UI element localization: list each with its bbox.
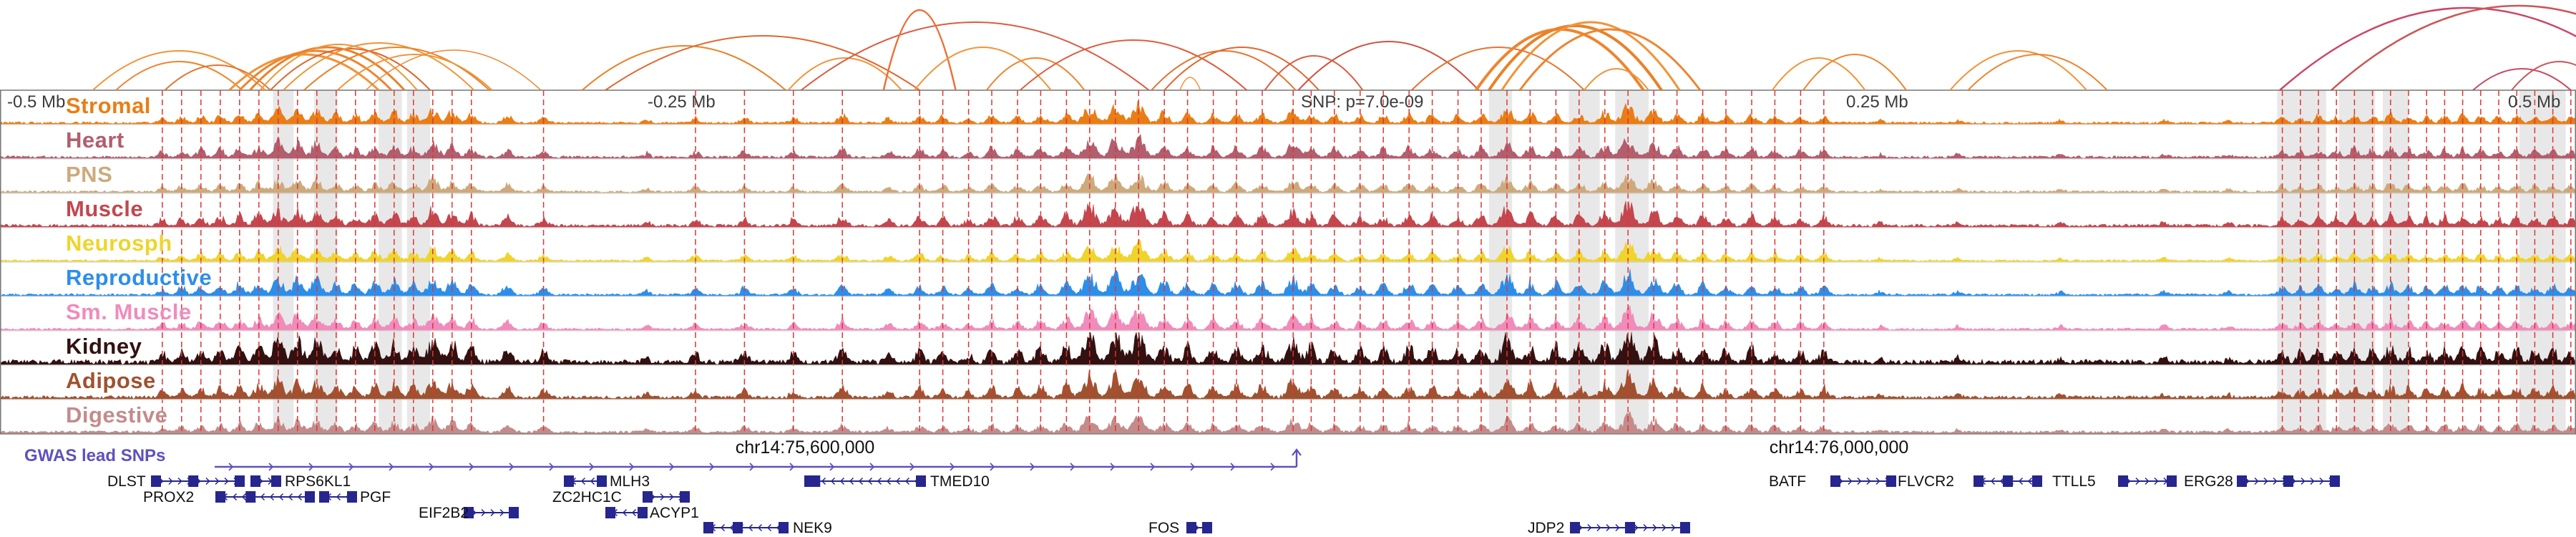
gene-label-acyp1[interactable]: ACYP1 — [650, 505, 699, 521]
interaction-arc — [800, 21, 1150, 91]
track-label-heart[interactable]: Heart — [66, 127, 125, 153]
gene-zc2hc1c[interactable] — [643, 491, 690, 503]
interaction-arc — [914, 47, 1052, 91]
gene-nek9[interactable] — [703, 522, 789, 533]
track-signal-pns[interactable] — [0, 171, 2576, 193]
interaction-arc — [1584, 68, 1649, 91]
interaction-arc — [1179, 77, 1201, 91]
gene-mlh3[interactable] — [564, 475, 607, 487]
interaction-arc — [92, 50, 266, 91]
interaction-arc — [882, 9, 957, 91]
gene-label-zc2hc1c[interactable]: ZC2HC1C — [552, 489, 622, 505]
gene-dlst[interactable] — [151, 475, 245, 487]
interaction-arcs-track — [92, 4, 2576, 92]
interaction-arc — [336, 54, 493, 91]
scale-label-q1: -0.25 Mb — [648, 92, 716, 112]
gene-label-erg28[interactable]: ERG28 — [2184, 473, 2233, 490]
track-label-stromal[interactable]: Stromal — [66, 93, 151, 118]
scale-label-right: 0.5 Mb — [2508, 92, 2561, 112]
scale-label-q3: 0.25 Mb — [1846, 92, 1908, 112]
interaction-arc — [1802, 54, 1907, 91]
interaction-arc — [1771, 57, 1866, 91]
coordinate-label-right: chr14:76,000,000 — [1769, 437, 1909, 458]
track-label-sm-muscle[interactable]: Sm. Muscle — [66, 299, 192, 324]
interaction-arc — [259, 44, 418, 91]
interaction-arc — [228, 53, 380, 92]
snp-pvalue-label: SNP: p=7.0e-09 — [1301, 92, 1424, 112]
gene-ttll5[interactable] — [2118, 475, 2177, 487]
gene-pgf[interactable] — [319, 491, 357, 503]
interaction-arc — [1518, 28, 1702, 91]
interaction-arc — [1967, 54, 2108, 91]
interaction-arc — [164, 64, 271, 91]
gene-rps6kl1[interactable] — [250, 475, 281, 487]
track-label-kidney[interactable]: Kidney — [66, 334, 142, 359]
gene-label-dlst[interactable]: DLST — [107, 473, 146, 490]
interaction-arc — [2331, 4, 2576, 91]
interaction-arc — [270, 48, 431, 91]
track-label-neurosph[interactable]: Neurosph — [66, 231, 172, 256]
track-signal-reproductive[interactable] — [0, 268, 2576, 296]
gene-label-tmed10[interactable]: TMED10 — [930, 473, 990, 490]
interaction-arc — [1151, 50, 1297, 91]
gene-label-fos[interactable]: FOS — [1148, 520, 1180, 536]
track-signal-adipose[interactable] — [0, 370, 2576, 400]
track-label-pns[interactable]: PNS — [66, 162, 113, 187]
gene-prox2[interactable] — [215, 491, 315, 503]
track-separators — [0, 90, 2576, 435]
interaction-arc — [1163, 47, 1319, 91]
gene-label-mlh3[interactable]: MLH3 — [610, 473, 650, 490]
gene-jdp2[interactable] — [1570, 522, 1690, 533]
interaction-arc — [249, 46, 406, 92]
scale-label-left: -0.5 Mb — [7, 92, 66, 112]
interaction-arc — [1297, 41, 1480, 91]
gene-label-batf[interactable]: BATF — [1769, 473, 1807, 490]
gene-label-flvcr2[interactable]: FLVCR2 — [1898, 473, 1954, 490]
interaction-arc — [1019, 39, 1248, 91]
interaction-arc — [1411, 47, 1585, 91]
gene-label-jdp2[interactable]: JDP2 — [1528, 520, 1565, 536]
interaction-arc — [1264, 55, 1364, 91]
gene-flvcr2[interactable] — [1974, 475, 2042, 487]
interaction-arc — [1475, 28, 1645, 92]
gene-label-rps6kl1[interactable]: RPS6KL1 — [285, 473, 351, 490]
interaction-arc — [605, 35, 920, 91]
coordinate-label-left: chr14:75,600,000 — [735, 437, 875, 458]
gwas-lead-snps-label[interactable]: GWAS lead SNPs — [24, 446, 166, 465]
gene-erg28[interactable] — [2237, 475, 2340, 487]
track-panel-border — [0, 90, 2576, 435]
gwas-lead-snps-track[interactable] — [215, 448, 1302, 471]
interaction-arc — [365, 49, 542, 91]
gene-batf[interactable] — [1830, 475, 1896, 487]
interaction-arc — [1949, 50, 2087, 91]
interaction-arc — [581, 45, 786, 91]
gene-acyp1[interactable] — [605, 507, 648, 518]
interaction-arc — [2279, 6, 2576, 91]
gene-eif2b2[interactable] — [464, 507, 519, 518]
interaction-arc — [1488, 24, 1663, 92]
interaction-arc — [303, 47, 490, 91]
gene-label-prox2[interactable]: PROX2 — [143, 489, 195, 505]
gene-label-eif2b2[interactable]: EIF2B2 — [419, 505, 469, 521]
gene-tmed10[interactable] — [804, 475, 926, 487]
interaction-arc — [283, 42, 475, 91]
gene-label-pgf[interactable]: PGF — [360, 489, 391, 505]
interaction-arc — [1501, 21, 1681, 91]
interaction-arc — [787, 57, 902, 91]
interaction-arc — [2511, 61, 2576, 91]
interaction-arc — [986, 57, 1085, 91]
gene-label-ttll5[interactable]: TTLL5 — [2052, 473, 2096, 490]
track-label-muscle[interactable]: Muscle — [66, 196, 144, 221]
interaction-arc — [238, 49, 393, 92]
track-label-adipose[interactable]: Adipose — [66, 368, 156, 393]
interaction-arc — [2472, 68, 2572, 91]
track-label-reproductive[interactable]: Reproductive — [66, 265, 213, 290]
track-label-digestive[interactable]: Digestive — [66, 402, 168, 427]
gene-label-nek9[interactable]: NEK9 — [793, 520, 832, 536]
gene-fos[interactable] — [1186, 522, 1212, 533]
interaction-arc — [115, 61, 243, 91]
